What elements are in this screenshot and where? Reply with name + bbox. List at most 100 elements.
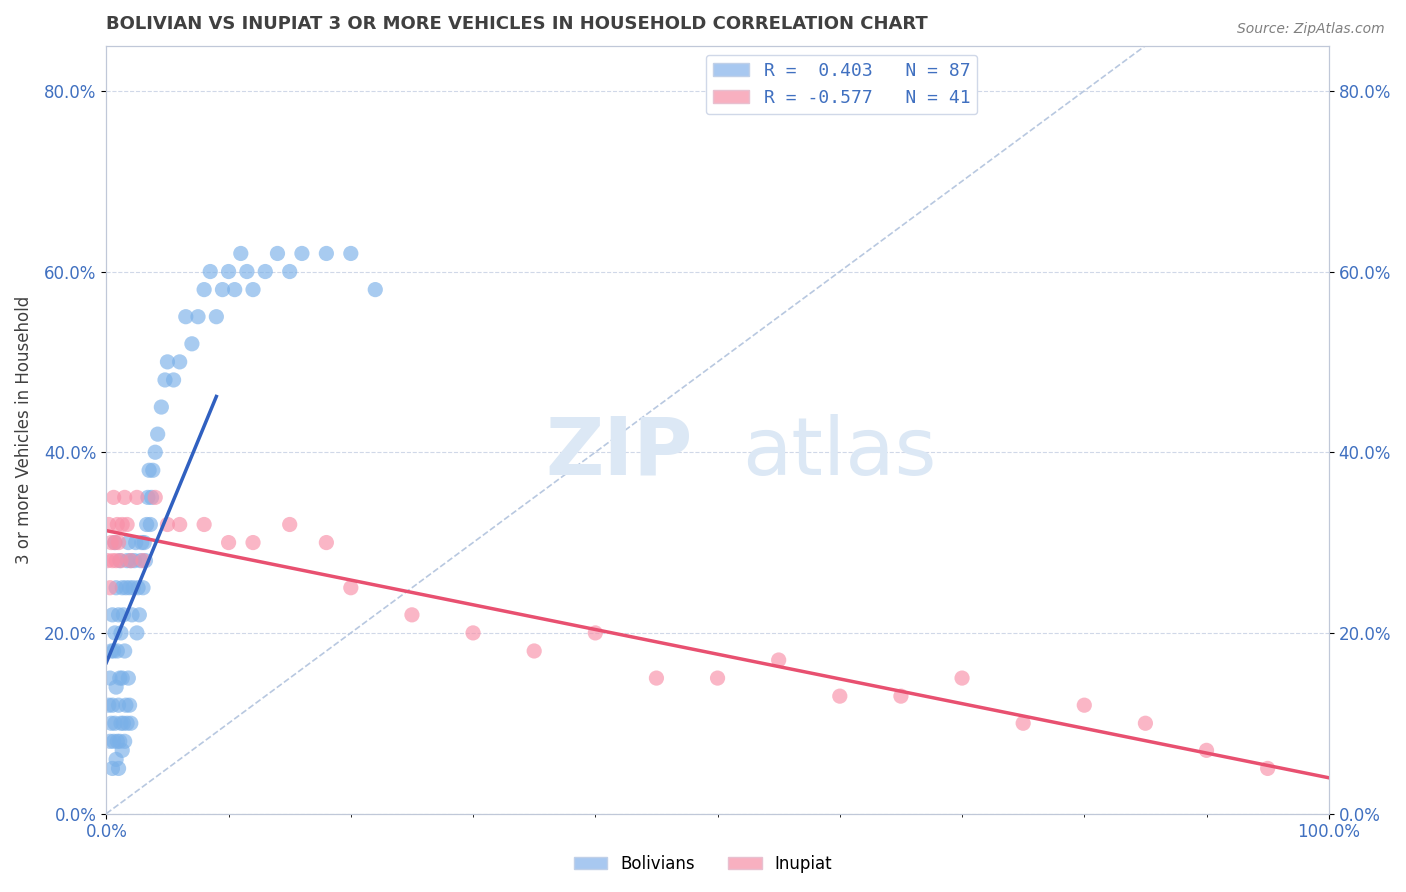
Point xyxy=(101,607,124,622)
Point xyxy=(115,698,138,713)
Point xyxy=(124,554,146,568)
Point xyxy=(98,671,121,685)
Point xyxy=(104,535,127,549)
Point xyxy=(146,427,169,442)
Point xyxy=(156,517,179,532)
Point xyxy=(706,671,728,685)
Point xyxy=(1073,698,1095,713)
Point xyxy=(950,671,973,685)
Point xyxy=(266,246,288,260)
Point xyxy=(110,554,132,568)
Point xyxy=(108,554,131,568)
Point xyxy=(98,581,121,595)
Point xyxy=(112,716,135,731)
Point xyxy=(121,607,143,622)
Point xyxy=(110,716,132,731)
Point xyxy=(111,517,134,532)
Text: BOLIVIAN VS INUPIAT 3 OR MORE VEHICLES IN HOUSEHOLD CORRELATION CHART: BOLIVIAN VS INUPIAT 3 OR MORE VEHICLES I… xyxy=(107,15,928,33)
Point xyxy=(114,734,136,748)
Point xyxy=(142,463,165,477)
Point xyxy=(105,554,128,568)
Point xyxy=(103,644,125,658)
Point xyxy=(98,734,121,748)
Point xyxy=(1195,743,1218,757)
Y-axis label: 3 or more Vehicles in Household: 3 or more Vehicles in Household xyxy=(15,295,32,564)
Point xyxy=(156,355,179,369)
Point xyxy=(141,491,163,505)
Point xyxy=(120,554,142,568)
Point xyxy=(125,626,148,640)
Point xyxy=(828,689,851,703)
Point xyxy=(291,246,314,260)
Point xyxy=(124,535,146,549)
Point xyxy=(105,644,128,658)
Point xyxy=(193,283,215,297)
Point xyxy=(111,581,134,595)
Point xyxy=(127,581,149,595)
Point xyxy=(254,264,277,278)
Point xyxy=(114,644,136,658)
Point xyxy=(115,517,138,532)
Point xyxy=(523,644,546,658)
Point xyxy=(1135,716,1157,731)
Point xyxy=(97,517,120,532)
Point xyxy=(153,373,176,387)
Point xyxy=(139,517,162,532)
Point xyxy=(107,761,129,775)
Point xyxy=(150,400,173,414)
Point xyxy=(115,554,138,568)
Point xyxy=(128,607,150,622)
Point xyxy=(278,517,301,532)
Point xyxy=(108,734,131,748)
Point xyxy=(132,554,155,568)
Point xyxy=(100,716,122,731)
Point xyxy=(105,581,128,595)
Point xyxy=(101,698,124,713)
Point xyxy=(118,698,141,713)
Point xyxy=(112,607,135,622)
Point xyxy=(461,626,484,640)
Point xyxy=(111,743,134,757)
Point xyxy=(169,355,191,369)
Point xyxy=(105,517,128,532)
Point xyxy=(315,535,337,549)
Point xyxy=(100,644,122,658)
Point xyxy=(768,653,790,667)
Point xyxy=(96,554,118,568)
Point xyxy=(136,491,159,505)
Point xyxy=(890,689,912,703)
Point xyxy=(100,535,122,549)
Point xyxy=(122,581,145,595)
Legend: R =  0.403   N = 87, R = -0.577   N = 41: R = 0.403 N = 87, R = -0.577 N = 41 xyxy=(706,54,977,114)
Point xyxy=(218,535,240,549)
Point xyxy=(97,698,120,713)
Point xyxy=(118,581,141,595)
Point xyxy=(169,517,191,532)
Point xyxy=(115,716,138,731)
Point xyxy=(120,554,142,568)
Point xyxy=(105,680,128,694)
Text: ZIP: ZIP xyxy=(546,414,693,491)
Point xyxy=(125,491,148,505)
Point xyxy=(174,310,197,324)
Point xyxy=(105,752,128,766)
Point xyxy=(340,246,363,260)
Point xyxy=(236,264,259,278)
Point xyxy=(107,535,129,549)
Point xyxy=(143,445,166,459)
Point xyxy=(645,671,668,685)
Point xyxy=(315,246,337,260)
Point xyxy=(278,264,301,278)
Point xyxy=(131,535,153,549)
Point xyxy=(104,626,127,640)
Point xyxy=(401,607,423,622)
Point xyxy=(108,671,131,685)
Point xyxy=(583,626,606,640)
Point xyxy=(162,373,184,387)
Point xyxy=(143,491,166,505)
Point xyxy=(115,581,138,595)
Point xyxy=(104,535,127,549)
Point xyxy=(134,535,156,549)
Point xyxy=(242,283,264,297)
Point xyxy=(129,554,152,568)
